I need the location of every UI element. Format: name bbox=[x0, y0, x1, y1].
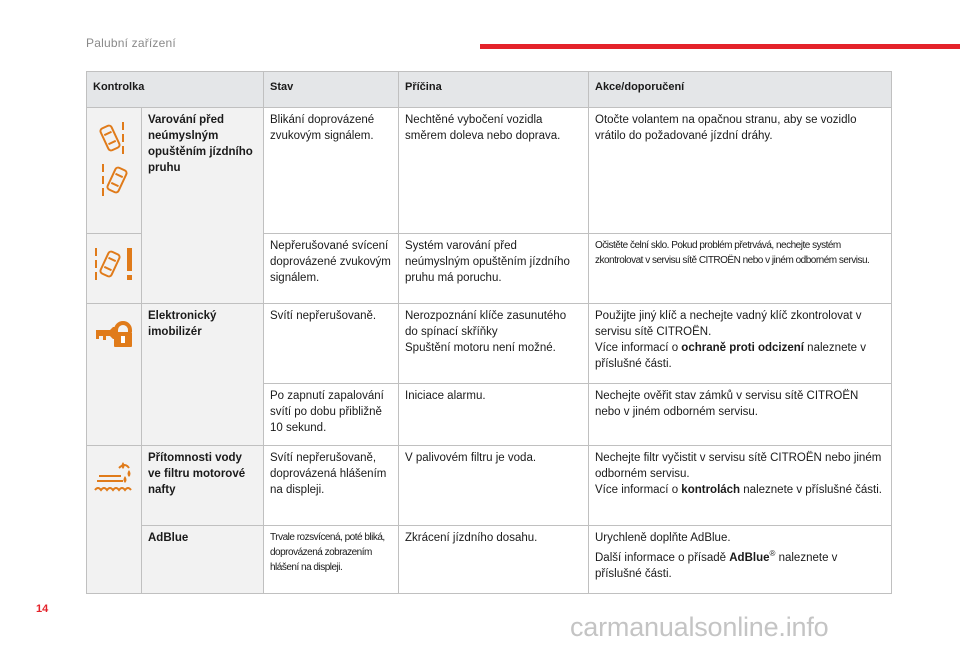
table-row: Nepřerušované svícení doprovázené zvukov… bbox=[86, 233, 892, 304]
diesel-pricina: V palivovém filtru je voda. bbox=[398, 445, 589, 526]
adblue-stav: Trvale rozsvícená, poté bliká, doprováze… bbox=[263, 525, 399, 594]
registered-mark: ® bbox=[769, 549, 776, 558]
lane-akce-1: Otočte volantem na opačnou stranu, aby s… bbox=[588, 107, 892, 234]
adblue-akce: Urychleně doplňte AdBlue. Další informac… bbox=[588, 525, 892, 594]
lane-warning-name: Varování před neúmyslným opuštěním jízdn… bbox=[141, 107, 264, 304]
water-in-diesel-icon bbox=[94, 462, 132, 492]
diesel-stav: Svítí nepřerušovaně, doprovázená hlášení… bbox=[263, 445, 399, 526]
lane-fault-icon-cell bbox=[86, 233, 142, 304]
header-accent-bar bbox=[480, 44, 960, 49]
adblue-akce-2: Další informace o přísadě AdBlue® nalezn… bbox=[595, 546, 885, 582]
lane-stav-1: Blikání doprovázené zvukovým signálem. bbox=[263, 107, 399, 234]
immobilizer-icon-cell bbox=[86, 303, 142, 446]
column-header-stav: Stav bbox=[263, 71, 399, 108]
immobilizer-akce-1a: Použijte jiný klíč a nechejte vadný klíč… bbox=[595, 310, 862, 338]
lane-stav-2: Nepřerušované svícení doprovázené zvukov… bbox=[263, 233, 399, 304]
table-row: Varování před neúmyslným opuštěním jízdn… bbox=[86, 107, 892, 304]
lane-akce-2: Očistěte čelní sklo. Pokud problém přetr… bbox=[588, 233, 892, 304]
immobilizer-key-icon bbox=[96, 321, 132, 347]
akce-emphasis: kontrolách bbox=[681, 484, 741, 496]
akce-emphasis: ochraně proti odcizení bbox=[681, 342, 804, 354]
watermark: carmanualsonline.info bbox=[570, 612, 829, 642]
diesel-icon-cell bbox=[86, 445, 142, 594]
akce-text: naleznete v příslušné části. bbox=[595, 551, 838, 580]
lane-pricina-2: Systém varování před neúmyslným opuštění… bbox=[398, 233, 589, 304]
lane-pricina-1: Nechtěné vybočení vozidla směrem doleva … bbox=[398, 107, 589, 234]
table-row: Po zapnutí zapalování svítí po dobu přib… bbox=[87, 383, 892, 446]
akce-text: Více informací o bbox=[595, 484, 682, 496]
adblue-akce-1: Urychleně doplňte AdBlue. bbox=[595, 532, 731, 544]
diesel-name: Přítomnosti vody ve filtru motorové naft… bbox=[141, 445, 264, 526]
diesel-akce: Nechejte filtr vyčistit v servisu sítě C… bbox=[588, 445, 892, 526]
lane-icons-cell bbox=[86, 107, 142, 234]
column-header-akce: Akce/doporučení bbox=[588, 71, 892, 108]
page-number: 14 bbox=[36, 603, 49, 615]
column-header-pricina: Příčina bbox=[398, 71, 589, 108]
lane-departure-fault-icon bbox=[95, 248, 132, 280]
akce-text: Více informací o bbox=[595, 342, 682, 354]
warning-lights-table: Kontrolka Stav Příčina Akce/doporučení bbox=[86, 71, 892, 594]
table-row: Elektronický imobilizér Svítí nepřerušov… bbox=[86, 303, 892, 446]
immobilizer-pricina-1b: Spuštění motoru není možné. bbox=[405, 342, 556, 354]
immobilizer-pricina-1: Nerozpoznání klíče zasunutého do spínací… bbox=[398, 303, 589, 384]
immobilizer-akce-1: Použijte jiný klíč a nechejte vadný klíč… bbox=[588, 303, 892, 384]
immobilizer-stav-2: Po zapnutí zapalování svítí po dobu přib… bbox=[263, 383, 399, 446]
immobilizer-akce-2: Nechejte ověřit stav zámků v servisu sít… bbox=[588, 383, 892, 446]
immobilizer-name: Elektronický imobilizér bbox=[141, 303, 264, 446]
akce-text: naleznete v příslušné části. bbox=[595, 342, 866, 370]
table-row: Přítomnosti vody ve filtru motorové naft… bbox=[86, 445, 892, 594]
immobilizer-akce-1b: Více informací o ochraně proti odcizení … bbox=[595, 340, 885, 372]
column-header-kontrolka: Kontrolka bbox=[86, 71, 264, 108]
diesel-akce-1: Nechejte filtr vyčistit v servisu sítě C… bbox=[595, 452, 882, 480]
adblue-pricina: Zkrácení jízdního dosahu. bbox=[398, 525, 589, 594]
table-header-row: Kontrolka Stav Příčina Akce/doporučení bbox=[86, 71, 892, 108]
akce-emphasis: AdBlue bbox=[729, 551, 770, 564]
diesel-akce-2: Více informací o kontrolách naleznete v … bbox=[595, 482, 885, 498]
immobilizer-stav-1: Svítí nepřerušovaně. bbox=[263, 303, 399, 384]
table-row: AdBlue Trvale rozsvícená, poté bliká, do… bbox=[87, 525, 892, 594]
akce-text: naleznete v příslušné části. bbox=[740, 484, 883, 496]
immobilizer-pricina-1a: Nerozpoznání klíče zasunutého do spínací… bbox=[405, 310, 567, 338]
lane-departure-warning-left-icon bbox=[102, 164, 128, 196]
adblue-name: AdBlue bbox=[141, 525, 264, 594]
immobilizer-pricina-2: Iniciace alarmu. bbox=[398, 383, 589, 446]
lane-departure-warning-icon bbox=[99, 122, 124, 154]
akce-text: Další informace o přísadě bbox=[595, 551, 730, 564]
page-header-title: Palubní zařízení bbox=[86, 36, 176, 50]
